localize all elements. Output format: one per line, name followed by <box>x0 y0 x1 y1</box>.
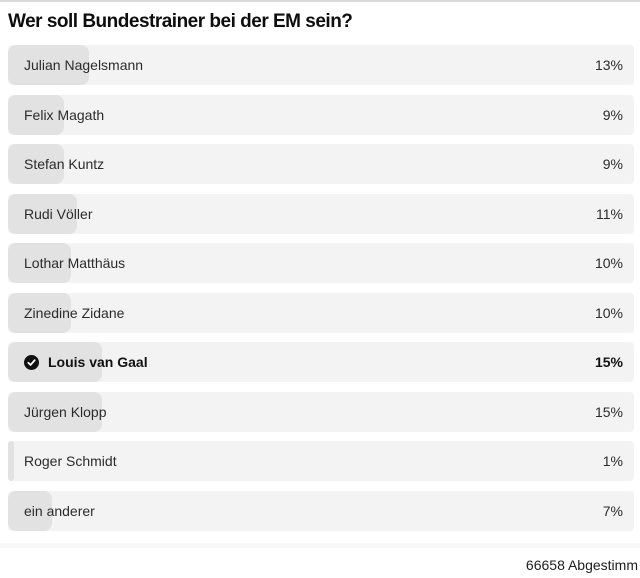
option-percent: 7% <box>602 502 623 519</box>
option-label-text: Julian Nagelsmann <box>24 57 144 73</box>
poll-option-row[interactable]: Louis van Gaal 15% <box>8 342 634 382</box>
votes-count: 66658 Abgestimm <box>525 556 638 573</box>
poll-option-row[interactable]: Rudi Völler 11% <box>8 193 634 234</box>
option-percent: 15% <box>594 354 623 370</box>
poll-option-row[interactable]: ein anderer 7% <box>8 490 634 531</box>
poll-option-row[interactable]: Zinedine Zidane 10% <box>8 292 634 333</box>
votes-divider <box>0 542 640 548</box>
option-label-text: Lothar Matthäus <box>24 255 126 271</box>
option-label: ein anderer <box>24 503 95 519</box>
option-label-text: Stefan Kuntz <box>24 156 105 172</box>
check-circle-icon <box>24 354 39 370</box>
poll-option-row[interactable]: Felix Magath 9% <box>8 94 634 135</box>
option-percent: 13% <box>594 57 623 73</box>
result-bar <box>8 144 65 184</box>
result-bar <box>8 94 65 135</box>
option-percent: 9% <box>602 156 623 172</box>
poll-option-row[interactable]: Roger Schmidt 1% <box>8 441 634 481</box>
option-label: Roger Schmidt <box>24 453 117 469</box>
result-bar <box>8 243 71 283</box>
option-label: Rudi Völler <box>24 206 92 222</box>
poll-option-row[interactable]: Lothar Matthäus 10% <box>8 243 634 283</box>
option-percent: 10% <box>594 304 623 321</box>
option-percent: 1% <box>602 453 623 469</box>
option-label-text: Roger Schmidt <box>24 453 117 469</box>
result-bar <box>8 292 71 333</box>
option-label-text: Rudi Völler <box>24 205 93 222</box>
option-label: Felix Magath <box>24 107 104 123</box>
option-percent: 9% <box>602 106 623 123</box>
result-bar <box>8 490 52 531</box>
poll-option-row[interactable]: Stefan Kuntz 9% <box>8 144 634 184</box>
poll-options-list: Julian Nagelsmann 13% Felix Magath 9% St… <box>8 45 634 531</box>
option-label-text: Zinedine Zidane <box>24 304 125 321</box>
option-label-text: Jürgen Klopp <box>24 403 107 420</box>
option-label: Julian Nagelsmann <box>24 57 143 73</box>
result-bar <box>8 193 77 234</box>
result-bar <box>8 45 90 85</box>
result-bar <box>8 441 15 481</box>
option-label: Zinedine Zidane <box>24 305 124 321</box>
poll-option-row[interactable]: Jürgen Klopp 15% <box>8 391 634 432</box>
option-percent: 11% <box>596 205 623 222</box>
poll-option-row[interactable]: Julian Nagelsmann 13% <box>8 45 634 85</box>
option-label: Louis van Gaal <box>24 354 148 370</box>
result-bar <box>8 342 102 382</box>
option-percent: 10% <box>594 255 623 271</box>
poll-title: Wer soll Bundestrainer bei der EM sein? <box>8 11 353 32</box>
option-label: Stefan Kuntz <box>24 156 104 172</box>
option-percent: 15% <box>594 403 623 420</box>
option-label-text: Louis van Gaal <box>48 354 148 370</box>
option-label: Lothar Matthäus <box>24 255 125 271</box>
option-label-text: Felix Magath <box>24 106 105 123</box>
result-bar <box>8 391 102 432</box>
option-label-text: ein anderer <box>24 502 95 519</box>
option-label: Jürgen Klopp <box>24 404 107 420</box>
